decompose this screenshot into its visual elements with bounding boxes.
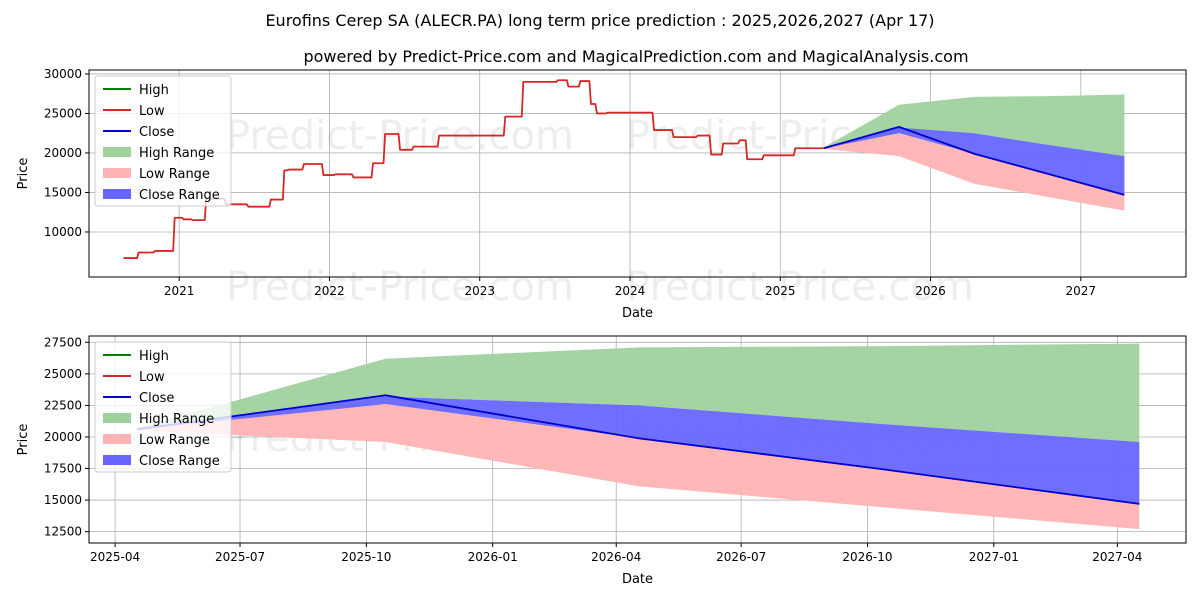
top-x-tick-label: 2024: [615, 284, 646, 298]
top-x-tick-label: 2022: [314, 284, 345, 298]
top-legend-swatch-high-range: [103, 147, 131, 157]
bottom-high-range-band: [137, 343, 1140, 443]
bottom-x-tick-label: 2026-10: [842, 550, 892, 564]
bottom-x-tick-label: 2027-01: [969, 550, 1019, 564]
bottom-y-tick-label: 25000: [44, 367, 82, 381]
top-x-tick-label: 2027: [1066, 284, 1097, 298]
bottom-legend: High Low Close High Range Low Range Close Ran…: [94, 341, 232, 473]
top-legend: High Low Close High Range Low Range Close Ran…: [94, 75, 232, 207]
bottom-legend-label-low: Low: [139, 370, 165, 385]
top-chart-panel: Predict-Price.com Predict-Price.com Predic…: [16, 67, 1187, 321]
top-legend-swatch-low-range: [103, 168, 131, 178]
top-x-tick-label: 2021: [164, 284, 195, 298]
bottom-x-tick-label: 2027-04: [1092, 550, 1142, 564]
bottom-x-tick-label: 2025-10: [341, 550, 391, 564]
bottom-y-tick-label: 22500: [44, 398, 82, 412]
chart-subtitle: powered by Predict-Price.com and Magical…: [303, 47, 968, 66]
top-legend-label-low-range: Low Range: [139, 167, 210, 182]
top-close-line: [823, 125, 1125, 196]
top-y-tick-label: 25000: [44, 106, 82, 120]
top-x-tick-label: 2026: [915, 284, 946, 298]
top-y-tick-label: 20000: [44, 146, 82, 160]
bottom-legend-swatch-close-range: [103, 455, 131, 465]
bottom-y-tick-label: 17500: [44, 462, 82, 476]
bottom-legend-label-high: High: [139, 349, 169, 364]
bottom-close-range-band: [137, 396, 1140, 504]
bottom-legend-swatch-low-range: [103, 434, 131, 444]
top-x-tick-label: 2023: [464, 284, 495, 298]
bottom-x-tick-label: 2026-01: [468, 550, 518, 564]
top-x-axis-label: Date: [622, 306, 653, 321]
bottom-axes-frame: [88, 335, 1187, 544]
bottom-x-axis-label: Date: [622, 572, 653, 587]
bottom-x-tick-label: 2026-04: [591, 550, 641, 564]
bottom-close-line: [136, 394, 1140, 505]
bottom-chart-panel: Predict-Price.comPredict-Price.com2025-0…: [16, 335, 1187, 587]
bottom-legend-label-close-range: Close Range: [139, 454, 220, 469]
top-watermark: Predict-Price.com: [226, 113, 574, 159]
chart-title: Eurofins Cerep SA (ALECR.PA) long term p…: [265, 11, 934, 30]
top-watermark: Predict-Price.com: [226, 264, 574, 310]
bottom-y-axis-label: Price: [16, 424, 31, 456]
bottom-legend-label-low-range: Low Range: [139, 433, 210, 448]
top-axes-frame: [88, 69, 1187, 278]
bottom-x-tick-label: 2025-07: [215, 550, 265, 564]
bottom-y-tick-label: 20000: [44, 430, 82, 444]
top-x-tick-label: 2025: [765, 284, 796, 298]
top-low-range-band: [823, 133, 1125, 211]
top-high-range-band: [823, 94, 1125, 157]
bottom-x-tick-label: 2026-07: [716, 550, 766, 564]
top-close-range-band: [823, 127, 1125, 195]
top-y-axis-label: Price: [16, 158, 31, 190]
bottom-legend-label-close: Close: [139, 391, 174, 406]
top-legend-swatch-close-range: [103, 189, 131, 199]
top-legend-label-close: Close: [139, 125, 174, 140]
bottom-low-range-band: [137, 404, 1140, 530]
top-legend-label-low: Low: [139, 104, 165, 119]
top-y-tick-label: 10000: [44, 225, 82, 239]
top-legend-label-high: High: [139, 83, 169, 98]
bottom-legend-label-high-range: High Range: [139, 412, 214, 427]
top-watermark: Predict-Price.com: [626, 264, 974, 310]
bottom-y-tick-label: 15000: [44, 493, 82, 507]
bottom-y-tick-label: 12500: [44, 525, 82, 539]
top-y-tick-label: 15000: [44, 185, 82, 199]
bottom-legend-swatch-high-range: [103, 413, 131, 423]
top-legend-label-close-range: Close Range: [139, 188, 220, 203]
bottom-x-tick-label: 2025-04: [90, 550, 140, 564]
bottom-y-tick-label: 27500: [44, 335, 82, 349]
top-legend-label-high-range: High Range: [139, 146, 214, 161]
top-y-tick-label: 30000: [44, 67, 82, 81]
